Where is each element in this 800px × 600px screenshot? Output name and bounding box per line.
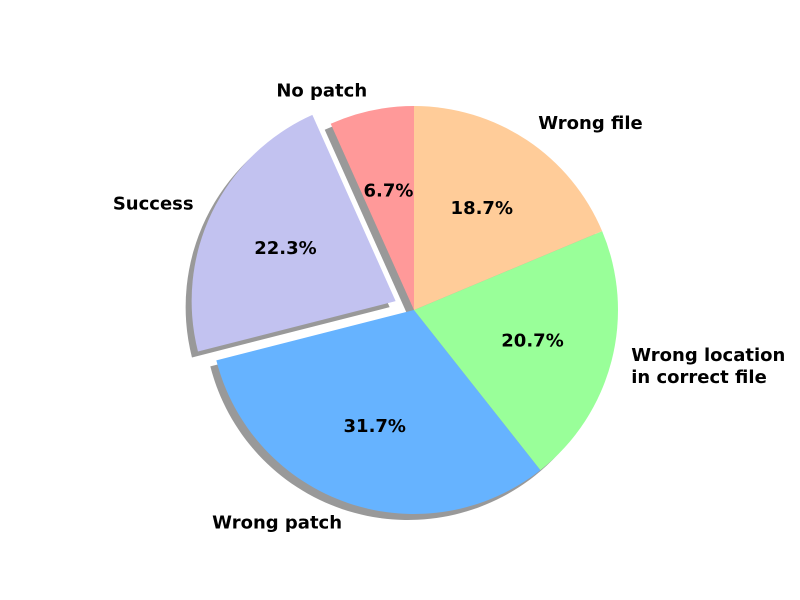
slice-label-wrong-location-in-correct-file: Wrong location in correct file bbox=[631, 345, 785, 388]
slice-percent-wrong-file: 18.7% bbox=[451, 198, 513, 219]
pie-slice-success bbox=[191, 114, 396, 352]
pie-wedges bbox=[191, 105, 618, 514]
slice-percent-success: 22.3% bbox=[254, 238, 316, 259]
slice-percent-wrong-patch: 31.7% bbox=[344, 416, 406, 437]
slice-percent-no-patch: 6.7% bbox=[363, 180, 413, 201]
pie-slice-wrong-file bbox=[414, 105, 603, 310]
pie-slice-no-patch bbox=[330, 106, 414, 310]
pie-labels: No patch 6.7% Success 22.3% Wrong patch 31.7%… bbox=[113, 81, 785, 534]
slice-label-wrong-file: Wrong file bbox=[538, 113, 642, 134]
slice-label-success: Success bbox=[113, 193, 194, 214]
slice-label-no-patch: No patch bbox=[276, 81, 367, 102]
slice-percent-wrong-location-in-correct-file: 20.7% bbox=[501, 331, 563, 352]
pie-slice-wrong-location-in-correct-file bbox=[414, 231, 618, 471]
pie-slice-wrong-patch bbox=[216, 310, 541, 514]
slice-label-wrong-patch: Wrong patch bbox=[212, 513, 342, 534]
